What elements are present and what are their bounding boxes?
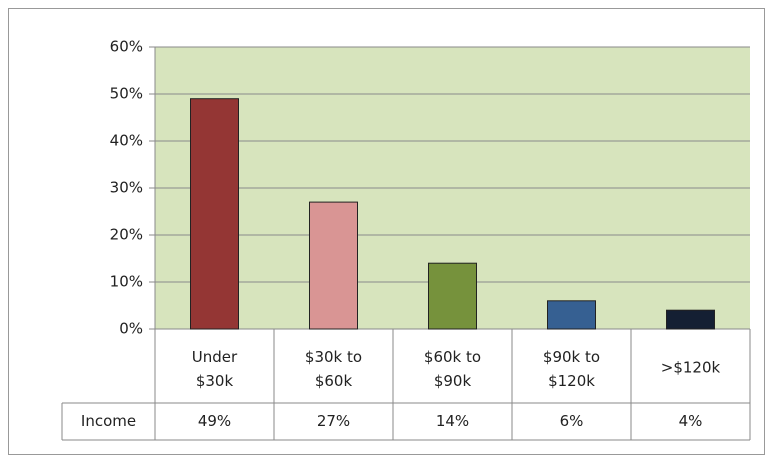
x-tick-label: $60k to $90k [424, 348, 481, 390]
x-tick-line: $30k to [305, 348, 362, 366]
y-tick-label: 30% [110, 179, 143, 197]
y-tick-label: 20% [110, 226, 143, 244]
x-tick-line: $30k [196, 372, 234, 390]
y-tick-label: 10% [110, 273, 143, 291]
data-label: 4% [679, 412, 703, 430]
x-tick-line: $90k to [543, 348, 600, 366]
x-tick-line: $120k [548, 372, 595, 390]
y-tick-label: 40% [110, 132, 143, 150]
y-tick-label: 60% [110, 38, 143, 56]
y-tick-label: 50% [110, 85, 143, 103]
data-label: 6% [560, 412, 584, 430]
data-label: 14% [436, 412, 469, 430]
legend-label: Income [81, 412, 136, 430]
bar [666, 309, 715, 330]
bar [428, 262, 477, 330]
x-tick-label: >$120k [661, 359, 721, 377]
data-label: 27% [317, 412, 350, 430]
bar [309, 201, 358, 330]
x-tick-line: $90k [434, 372, 472, 390]
y-tick-label: 0% [119, 320, 143, 338]
x-tick-line: $60k [315, 372, 353, 390]
data-label: 49% [198, 412, 231, 430]
x-tick-line: Under [192, 348, 238, 366]
x-tick-label: Under $30k [192, 348, 238, 390]
bar [547, 300, 596, 330]
x-tick-label: $90k to $120k [543, 348, 600, 390]
x-tick-line: $60k to [424, 348, 481, 366]
bar [190, 98, 239, 330]
x-tick-label: $30k to $60k [305, 348, 362, 390]
